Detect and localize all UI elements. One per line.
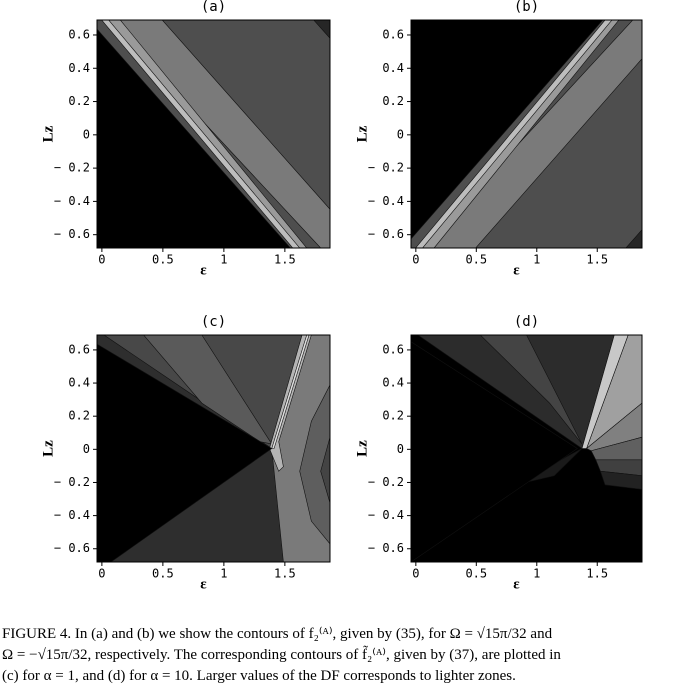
x-tick-label: 1.5 — [586, 253, 608, 267]
contour-region — [599, 470, 642, 490]
contour-plot — [411, 335, 642, 562]
y-tick-label: − 0.4 — [54, 508, 90, 522]
y-tick-label: 0 — [397, 127, 404, 141]
panel: 0 0.5 1 1.5 − 0.6 − 0.4 − 0.2 0 0.2 0.4 0.6 (d) ε Lz — [354, 314, 643, 592]
y-tick-label: 0.2 — [68, 94, 90, 108]
x-axis-label: ε — [200, 576, 207, 592]
contour-region — [415, 20, 613, 248]
x-tick-label: 1 — [533, 253, 540, 267]
contour-region — [101, 20, 301, 248]
y-tick-label: 0.2 — [68, 409, 90, 423]
y-tick-label: − 0.4 — [368, 508, 404, 522]
contour-region — [271, 335, 310, 449]
contour-region — [320, 437, 330, 504]
figure: 0 0.5 1 1.5− 0.6− 0.4− 0.200.20.40.6(a)εLz0… — [40, 0, 643, 592]
panel-title: (a) — [201, 0, 226, 15]
y-tick-label: 0.6 — [382, 342, 404, 356]
panel-title: (c) — [201, 314, 226, 330]
panel-title: (d) — [514, 314, 539, 330]
y-axis-label: Lz — [40, 440, 56, 457]
y-tick-label: 0 — [83, 442, 90, 456]
contour-region — [625, 229, 642, 248]
contour-plot — [411, 20, 642, 248]
panel: 0 0.5 1 1.5 − 0.6 − 0.4 − 0.2 0 0.2 0.4 0.6 (a) ε Lz — [40, 0, 331, 278]
x-tick-label: 0.5 — [152, 253, 174, 267]
caption-line: (c) for α = 1, and (d) for α = 10. Large… — [2, 668, 516, 684]
y-axis-label: Lz — [40, 125, 56, 142]
y-tick-label: − 0.4 — [368, 194, 404, 208]
y-tick-label: 0.4 — [382, 61, 404, 75]
x-tick-label: 0 — [98, 253, 105, 267]
x-axis-label: ε — [513, 576, 520, 592]
panel: 0 0.5 1 1.5 − 0.6 − 0.4 − 0.2 0 0.2 0.4 0.6 (c) ε Lz — [40, 314, 331, 592]
caption: FIGURE 4. In (a) and (b) we show the con… — [2, 624, 690, 687]
plot-frame — [410, 19, 643, 249]
contour-region — [143, 335, 273, 445]
x-axis-label: ε — [200, 262, 207, 278]
y-tick-label: 0 — [83, 127, 90, 141]
y-axis-label: Lz — [354, 125, 370, 142]
contour-region — [411, 20, 604, 240]
y-tick-label: − 0.6 — [368, 541, 404, 555]
y-tick-label: − 0.2 — [54, 161, 90, 175]
x-tick-label: 1.5 — [274, 253, 296, 267]
y-tick-label: 0.6 — [382, 27, 404, 41]
x-axis-label: ε — [513, 262, 520, 278]
plot-frame — [96, 334, 331, 563]
contour-region — [479, 335, 583, 445]
x-tick-label: 0.5 — [465, 567, 487, 581]
contour-region — [411, 341, 578, 562]
x-tick-label: 1.5 — [274, 567, 296, 581]
y-tick-label: 0.4 — [68, 61, 90, 75]
y-tick-label: 0.4 — [382, 376, 404, 390]
panel: 0 0.5 1 1.5 − 0.6 − 0.4 − 0.2 0 0.2 0.4 0.6 (b) ε Lz — [354, 0, 643, 278]
contour-region — [299, 384, 330, 545]
panel-title: (b) — [514, 0, 539, 15]
y-tick-label: 0.6 — [68, 27, 90, 41]
y-tick-label: − 0.6 — [54, 227, 90, 241]
y-tick-label: 0.6 — [68, 342, 90, 356]
y-tick-label: 0.2 — [382, 409, 404, 423]
contour-region — [97, 343, 273, 562]
y-tick-label: − 0.6 — [54, 541, 90, 555]
y-tick-label: − 0.6 — [368, 227, 404, 241]
x-tick-label: 1 — [220, 567, 227, 581]
contour-plot — [97, 20, 330, 248]
caption-line: Ω = −√15π/32, respectively. The correspo… — [2, 647, 561, 663]
x-tick-label: 0 — [412, 253, 419, 267]
x-tick-label: 1 — [533, 567, 540, 581]
contour-region — [313, 20, 330, 39]
plot-frame — [410, 334, 643, 563]
y-tick-label: − 0.2 — [368, 475, 404, 489]
y-axis-label: Lz — [354, 440, 370, 457]
x-tick-label: 0 — [98, 567, 105, 581]
plot-frame — [96, 19, 331, 249]
contour-plot — [97, 335, 330, 562]
y-tick-label: 0.2 — [382, 94, 404, 108]
y-tick-label: 0.4 — [68, 376, 90, 390]
x-tick-label: 0.5 — [465, 253, 487, 267]
x-tick-label: 1 — [220, 253, 227, 267]
y-tick-label: − 0.2 — [54, 475, 90, 489]
contour-region — [97, 28, 291, 248]
y-tick-label: 0 — [397, 442, 404, 456]
x-tick-label: 0 — [412, 567, 419, 581]
caption-line: FIGURE 4. In (a) and (b) we show the con… — [2, 626, 553, 642]
x-tick-label: 0.5 — [152, 567, 174, 581]
y-tick-label: − 0.2 — [368, 161, 404, 175]
y-tick-label: − 0.4 — [54, 194, 90, 208]
x-tick-label: 1.5 — [586, 567, 608, 581]
